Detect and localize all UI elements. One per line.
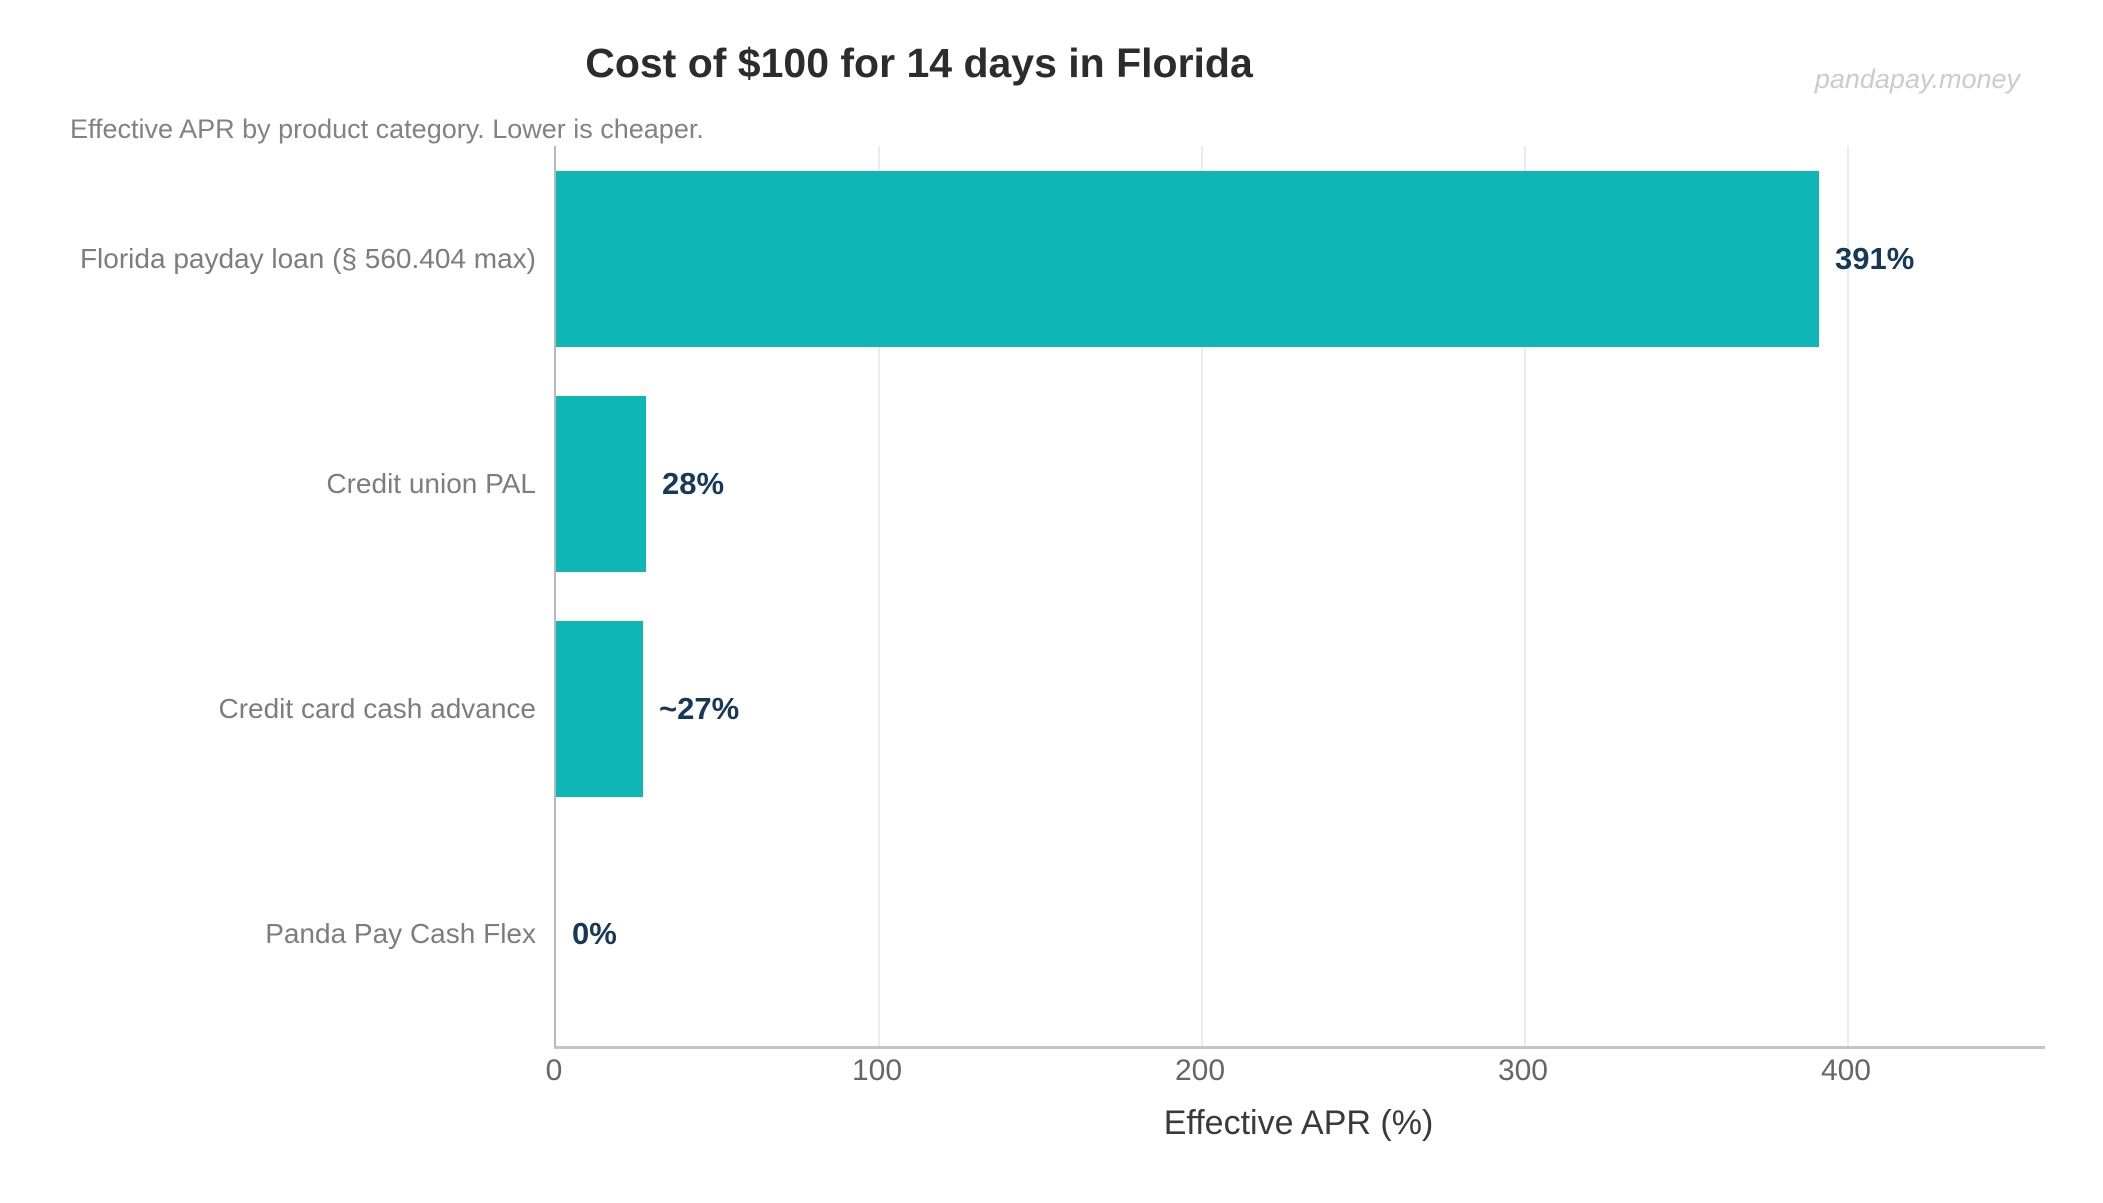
chart-subtitle: Effective APR by product category. Lower… [70, 114, 704, 144]
x-axis-label: Effective APR (%) [1163, 1104, 1434, 1142]
bar-value-label: 0% [572, 915, 617, 951]
x-tick-label: 0 [545, 1054, 563, 1087]
plot-area: 391% 28% ~27% 0% [554, 146, 2045, 1049]
y-axis-category-labels: Florida payday loan (§ 560.404 max) Credi… [0, 146, 536, 1046]
x-tick-label: 300 [1497, 1054, 1548, 1087]
x-tick-label: 200 [1174, 1054, 1226, 1087]
gridline-300 [1523, 146, 1526, 1046]
x-axis-tick-labels: 0 100 200 300 400 [546, 1054, 2043, 1094]
bar [556, 621, 643, 797]
category-label: Panda Pay Cash Flex [265, 917, 536, 949]
bar [556, 171, 1819, 347]
bar-value-label: 391% [1835, 240, 1915, 276]
gridline-100 [877, 146, 880, 1046]
category-label: Florida payday loan (§ 560.404 max) [79, 242, 536, 274]
gridline-400 [1846, 146, 1849, 1046]
x-tick-label: 400 [1820, 1054, 1871, 1087]
category-label: Credit card cash advance [218, 692, 536, 724]
bar [556, 396, 646, 572]
bar-value-label: ~27% [659, 690, 740, 726]
watermark-text: pandapay.money [1814, 64, 2020, 94]
gridline-200 [1200, 146, 1203, 1046]
chart-title: Cost of $100 for 14 days in Florida [585, 40, 1253, 86]
x-tick-label: 100 [851, 1054, 903, 1087]
bar-value-label: 28% [662, 465, 725, 501]
category-label: Credit union PAL [326, 467, 536, 499]
